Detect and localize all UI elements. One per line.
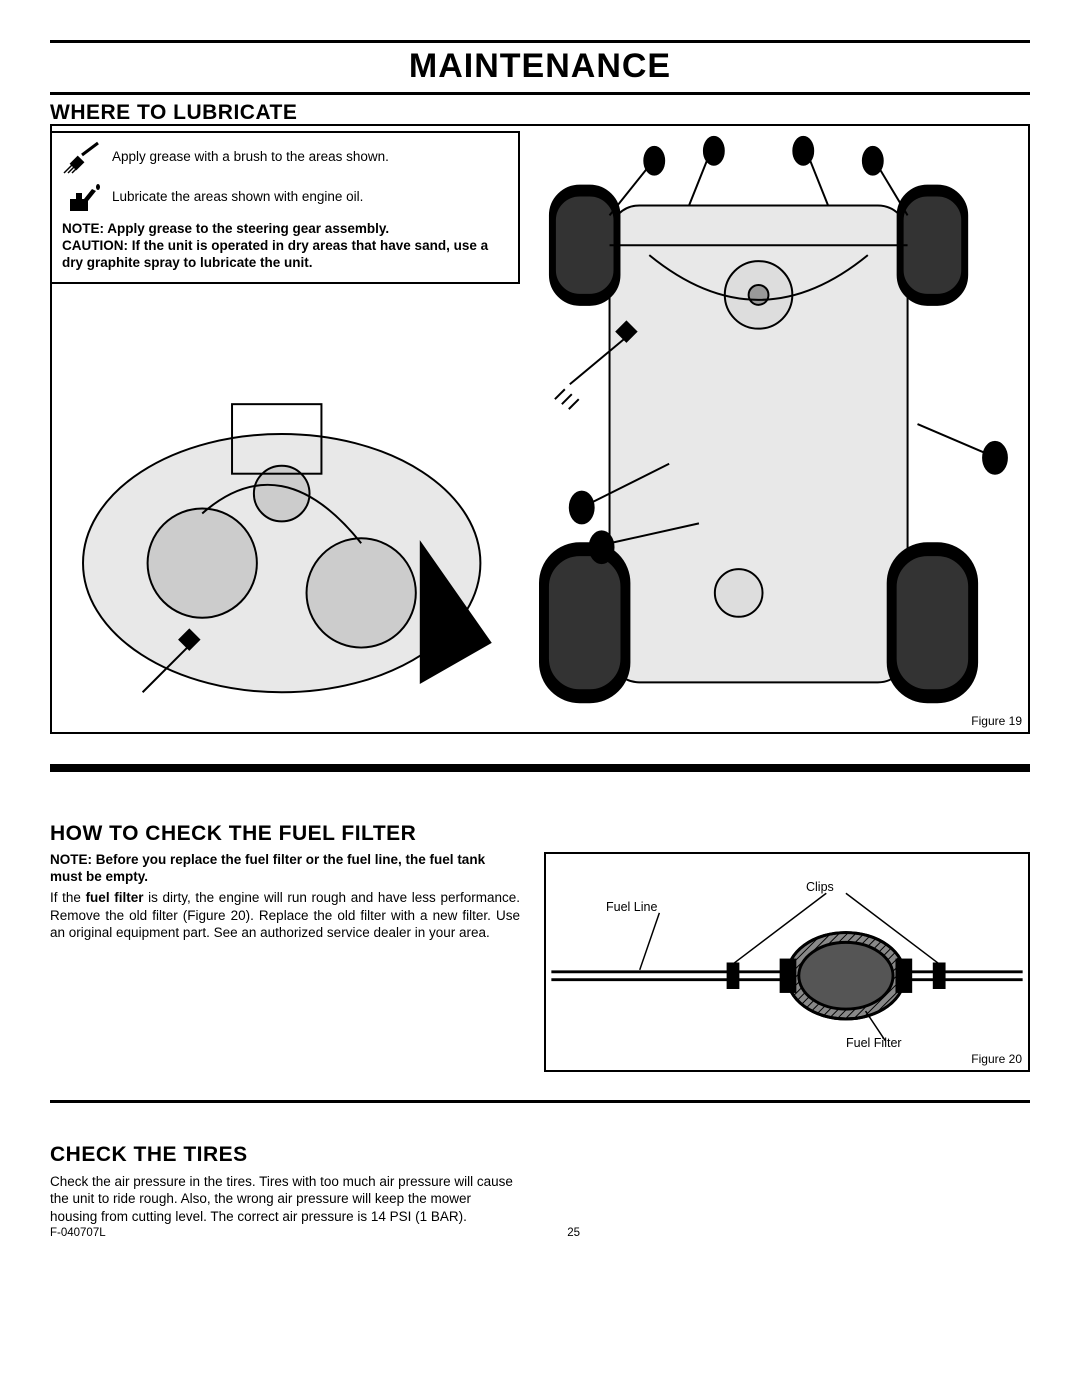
- figure-19-caption: Figure 19: [971, 714, 1022, 728]
- page-number: 25: [567, 1227, 580, 1239]
- oilcan-icon: [62, 181, 102, 215]
- note-line-1: NOTE: Apply grease to the steering gear …: [62, 221, 389, 236]
- brush-icon: [62, 141, 102, 175]
- tires-body: Check the air pressure in the tires. Tir…: [50, 1173, 520, 1226]
- lubricate-note: NOTE: Apply grease to the steering gear …: [62, 221, 508, 272]
- heading-tires: CHECK THE TIRES: [50, 1143, 1030, 1167]
- divider-thick: [50, 764, 1030, 772]
- figure-20-caption: Figure 20: [971, 1052, 1022, 1066]
- fuel-two-col: NOTE: Before you replace the fuel filter…: [50, 852, 1030, 1072]
- fuel-body-bold: fuel filter: [86, 890, 144, 905]
- footer-code: F-040707L: [50, 1227, 106, 1239]
- brush-text: Apply grease with a brush to the areas s…: [112, 141, 389, 164]
- page-footer: F-040707L 25: [50, 1227, 580, 1239]
- oilcan-row: Lubricate the areas shown with engine oi…: [62, 181, 508, 215]
- fuel-body-prefix: If the: [50, 890, 86, 905]
- figure-20-svg: [546, 854, 1028, 1070]
- fuel-note: NOTE: Before you replace the fuel filter…: [50, 852, 520, 886]
- label-fuel-filter: Fuel Filter: [846, 1036, 902, 1050]
- oilcan-text: Lubricate the areas shown with engine oi…: [112, 181, 363, 204]
- brush-row: Apply grease with a brush to the areas s…: [62, 141, 508, 175]
- heading-fuel: HOW TO CHECK THE FUEL FILTER: [50, 822, 1030, 846]
- label-fuel-line: Fuel Line: [606, 900, 657, 914]
- heading-lubricate: WHERE TO LUBRICATE: [50, 101, 1030, 125]
- fuel-body: If the fuel filter is dirty, the engine …: [50, 889, 520, 942]
- divider-thin: [50, 1100, 1030, 1103]
- fuel-text-col: NOTE: Before you replace the fuel filter…: [50, 852, 520, 942]
- figure-20: Clips Fuel Line Fuel Filter Figure 20: [544, 852, 1030, 1072]
- label-clips: Clips: [806, 880, 834, 894]
- note-line-2: CAUTION: If the unit is operated in dry …: [62, 238, 488, 270]
- lubricate-text-box: Apply grease with a brush to the areas s…: [50, 131, 520, 284]
- page-title: MAINTENANCE: [50, 40, 1030, 95]
